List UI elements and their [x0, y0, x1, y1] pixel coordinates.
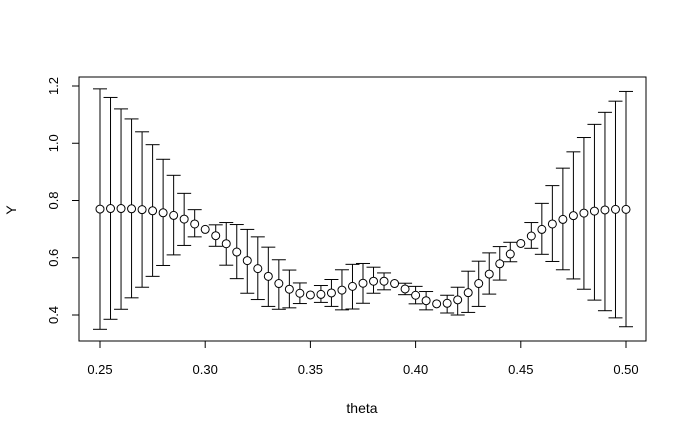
data-point	[558, 214, 568, 224]
data-point	[326, 288, 336, 298]
y-tick-label: 1.2	[46, 77, 61, 95]
y-axis: 0.4 0.6 0.8 1.0 1.2	[46, 77, 80, 324]
data-point	[432, 299, 442, 309]
data-point	[495, 259, 505, 269]
data-point	[305, 290, 315, 300]
data-point	[547, 219, 557, 229]
data-point	[316, 289, 326, 299]
data-points	[95, 204, 631, 309]
data-point	[421, 296, 431, 306]
data-point	[400, 284, 410, 294]
data-point	[568, 211, 578, 221]
data-point	[526, 231, 536, 241]
x-tick-label: 0.40	[403, 362, 428, 377]
data-point	[347, 281, 357, 291]
data-point	[474, 279, 484, 289]
data-point	[211, 231, 221, 241]
y-tick-label: 1.0	[46, 134, 61, 152]
data-point	[453, 295, 463, 305]
data-point	[379, 276, 389, 286]
x-tick-label: 0.50	[613, 362, 638, 377]
x-tick-label: 0.45	[508, 362, 533, 377]
y-tick-label: 0.8	[46, 191, 61, 209]
data-point	[253, 264, 263, 274]
data-point	[537, 224, 547, 234]
y-axis-label: Y	[3, 205, 19, 215]
data-point	[169, 210, 179, 220]
data-point	[232, 247, 242, 257]
data-point	[610, 204, 620, 214]
data-point	[137, 205, 147, 215]
data-point	[95, 204, 105, 214]
data-point	[190, 219, 200, 229]
data-point	[263, 271, 273, 281]
data-point	[158, 208, 168, 218]
data-point	[106, 204, 116, 214]
data-point	[411, 290, 421, 300]
data-point	[600, 205, 610, 215]
y-tick-label: 0.4	[46, 306, 61, 324]
data-point	[579, 208, 589, 218]
data-point	[442, 298, 452, 308]
x-axis-label: theta	[346, 400, 377, 416]
data-point	[358, 278, 368, 288]
y-tick-label: 0.6	[46, 249, 61, 267]
data-point	[516, 238, 526, 248]
data-point	[284, 284, 294, 294]
x-tick-label: 0.30	[193, 362, 218, 377]
data-point	[200, 224, 210, 234]
data-point	[484, 269, 494, 279]
data-point	[127, 204, 137, 214]
data-point	[621, 204, 631, 214]
data-point	[369, 276, 379, 286]
data-point	[221, 239, 231, 249]
data-point	[505, 249, 515, 259]
data-point	[589, 206, 599, 216]
data-point	[463, 288, 473, 298]
x-tick-label: 0.35	[298, 362, 323, 377]
data-point	[179, 214, 189, 224]
data-point	[148, 206, 158, 216]
data-point	[274, 279, 284, 289]
data-point	[390, 279, 400, 289]
x-tick-label: 0.25	[87, 362, 112, 377]
data-point	[295, 288, 305, 298]
data-point	[337, 285, 347, 295]
data-point	[242, 256, 252, 266]
data-point	[116, 204, 126, 214]
x-axis: 0.25 0.30 0.35 0.40 0.45 0.50	[87, 340, 639, 377]
